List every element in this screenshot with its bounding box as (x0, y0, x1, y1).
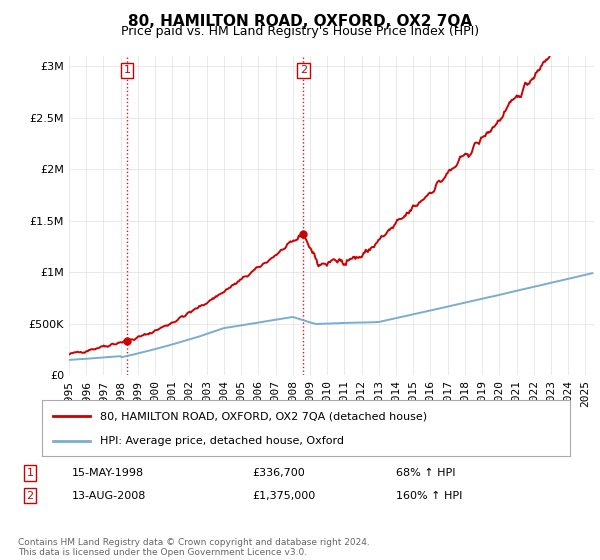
Text: 2: 2 (300, 66, 307, 76)
Text: 80, HAMILTON ROAD, OXFORD, OX2 7QA: 80, HAMILTON ROAD, OXFORD, OX2 7QA (128, 14, 472, 29)
Text: 15-MAY-1998: 15-MAY-1998 (72, 468, 144, 478)
Text: £336,700: £336,700 (252, 468, 305, 478)
Text: £1,375,000: £1,375,000 (252, 491, 315, 501)
Text: HPI: Average price, detached house, Oxford: HPI: Average price, detached house, Oxfo… (100, 436, 344, 446)
Text: 1: 1 (124, 66, 131, 76)
Text: Price paid vs. HM Land Registry's House Price Index (HPI): Price paid vs. HM Land Registry's House … (121, 25, 479, 38)
Text: 80, HAMILTON ROAD, OXFORD, OX2 7QA (detached house): 80, HAMILTON ROAD, OXFORD, OX2 7QA (deta… (100, 411, 427, 421)
Text: 68% ↑ HPI: 68% ↑ HPI (396, 468, 455, 478)
Text: 13-AUG-2008: 13-AUG-2008 (72, 491, 146, 501)
Text: 2: 2 (26, 491, 34, 501)
Text: Contains HM Land Registry data © Crown copyright and database right 2024.
This d: Contains HM Land Registry data © Crown c… (18, 538, 370, 557)
Text: 1: 1 (26, 468, 34, 478)
Text: 160% ↑ HPI: 160% ↑ HPI (396, 491, 463, 501)
